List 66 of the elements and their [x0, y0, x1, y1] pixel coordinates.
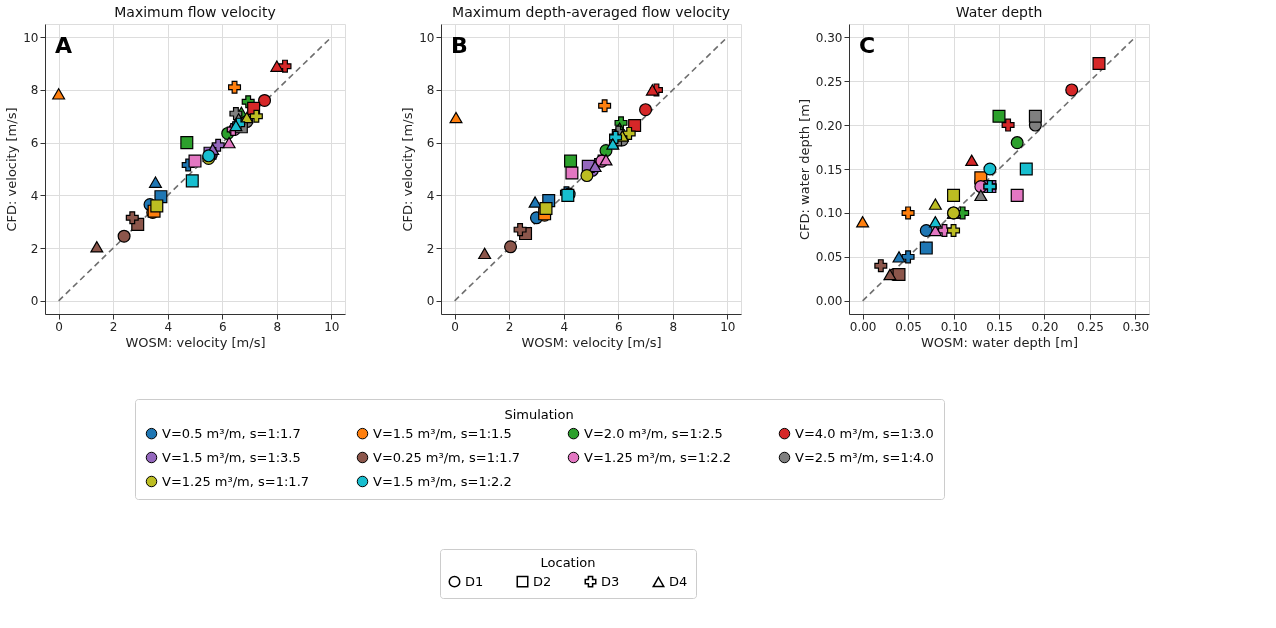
x-axis-title: WOSM: water depth [m] [920, 334, 1079, 350]
y-tick-label: 2 [30, 241, 39, 256]
y-tick-label: 0.30 [815, 30, 843, 45]
y-tick-label: 4 [30, 188, 39, 203]
chart-title: Maximum flow velocity [114, 4, 276, 20]
y-tick-label: 10 [419, 30, 435, 45]
legend-label: D4 [669, 573, 688, 589]
x-tick-label: 6 [218, 319, 227, 334]
y-tick-label: 0.10 [815, 206, 843, 221]
x-tick-label: 0.05 [895, 319, 922, 334]
y-tick-label: 0 [426, 294, 435, 309]
x-tick-label: 2 [505, 319, 514, 334]
legend-label: V=0.25 m³/m, s=1:1.7 [373, 449, 521, 465]
chart-title: Maximum depth-averaged flow velocity [452, 4, 730, 20]
x-tick-label: 6 [614, 319, 623, 334]
y-tick-label: 0.20 [815, 118, 843, 133]
x-tick-label: 10 [324, 319, 340, 334]
y-tick-label: 0.15 [815, 162, 843, 177]
x-tick-label: 0 [451, 319, 459, 334]
annotation: A [55, 33, 73, 58]
x-tick-label: 0.10 [940, 319, 968, 334]
y-tick-label: 8 [30, 83, 39, 98]
x-tick-label: 10 [720, 319, 736, 334]
text: Location [540, 555, 596, 570]
legend-label: V=2.0 m³/m, s=1:2.5 [584, 425, 723, 441]
legend-label: D3 [601, 573, 620, 589]
x-tick-label: 4 [560, 319, 569, 334]
y-tick-label: 6 [426, 136, 435, 151]
y-tick-label: 0.25 [815, 74, 843, 89]
x-tick-label: 0.25 [1077, 319, 1104, 334]
y-tick-label: 0.00 [815, 294, 843, 309]
x-tick-label: 0 [55, 319, 63, 334]
chart-title: Water depth [955, 4, 1043, 20]
x-tick-label: 0.20 [1031, 319, 1059, 334]
y-tick-label: 6 [30, 136, 39, 151]
x-tick-label: 0.30 [1122, 319, 1150, 334]
y-axis-title: CFD: water depth [m] [796, 98, 812, 241]
x-tick-label: 2 [109, 319, 118, 334]
text: Simulation [504, 407, 574, 422]
legend-label: D2 [533, 573, 552, 589]
y-tick-label: 0 [30, 294, 39, 309]
y-axis-title: CFD: velocity [m/s] [400, 107, 416, 232]
x-tick-label: 4 [164, 319, 173, 334]
x-axis-title: WOSM: velocity [m/s] [125, 334, 266, 350]
legend-label: V=0.5 m³/m, s=1:1.7 [162, 425, 301, 441]
y-tick-label: 10 [23, 30, 39, 45]
legend-label: V=1.25 m³/m, s=1:2.2 [584, 449, 732, 465]
x-axis-title: WOSM: velocity [m/s] [521, 334, 662, 350]
legend-label: V=4.0 m³/m, s=1:3.0 [795, 425, 934, 441]
y-tick-label: 8 [426, 83, 435, 98]
legend-label: V=1.25 m³/m, s=1:1.7 [162, 473, 310, 489]
legend-label: D1 [465, 573, 484, 589]
x-tick-label: 8 [669, 319, 678, 334]
y-tick-label: 0.05 [815, 250, 843, 265]
x-tick-label: 0.15 [986, 319, 1013, 334]
annotation: C [859, 33, 876, 58]
x-tick-label: 0.00 [849, 319, 877, 334]
y-tick-label: 2 [426, 241, 435, 256]
y-tick-label: 4 [426, 188, 435, 203]
x-tick-label: 8 [273, 319, 282, 334]
y-axis-title: CFD: velocity [m/s] [4, 107, 20, 232]
legend-label: V=1.5 m³/m, s=1:1.5 [373, 425, 512, 441]
legend-label: V=1.5 m³/m, s=1:3.5 [162, 449, 301, 465]
annotation: B [451, 33, 468, 58]
legend-label: V=1.5 m³/m, s=1:2.2 [373, 473, 512, 489]
legend-label: V=2.5 m³/m, s=1:4.0 [795, 449, 934, 465]
